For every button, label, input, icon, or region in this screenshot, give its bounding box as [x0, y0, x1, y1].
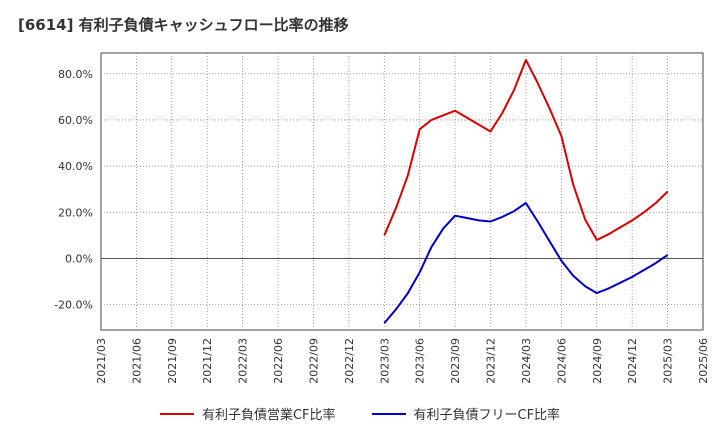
x-tick-label: 2022/06: [272, 338, 285, 384]
series-line-operating-cf: [383, 58, 669, 241]
y-tick-label: 40.0%: [58, 160, 93, 173]
x-tick-label: 2021/12: [201, 338, 214, 384]
x-tick-label: 2025/06: [697, 338, 710, 384]
legend: 有利子負債営業CF比率 有利子負債フリーCF比率: [0, 404, 720, 423]
x-tick-label: 2023/12: [485, 338, 498, 384]
x-tick-label: 2024/03: [520, 338, 533, 384]
x-tick-label: 2023/06: [414, 338, 427, 384]
series-line-free-cf: [383, 202, 669, 324]
x-tick-label: 2021/06: [130, 338, 143, 384]
y-tick-label: -20.0%: [54, 299, 93, 312]
x-tick-label: 2021/09: [166, 338, 179, 384]
x-tick-label: 2022/09: [307, 338, 320, 384]
y-tick-label: 80.0%: [58, 68, 93, 81]
legend-item-free-cf: 有利子負債フリーCF比率: [371, 404, 561, 423]
y-tick-label: 0.0%: [65, 252, 93, 265]
y-tick-label: 60.0%: [58, 114, 93, 127]
x-tick-label: 2025/03: [662, 338, 675, 384]
x-tick-label: 2023/09: [449, 338, 462, 384]
x-tick-label: 2022/03: [237, 338, 250, 384]
x-tick-label: 2024/12: [626, 338, 639, 384]
chart-title: [6614] 有利子負債キャッシュフロー比率の推移: [18, 16, 349, 34]
y-tick-label: 20.0%: [58, 206, 93, 219]
x-tick-label: 2021/03: [95, 338, 108, 384]
x-tick-label: 2024/09: [591, 338, 604, 384]
x-tick-label: 2024/06: [555, 338, 568, 384]
legend-item-operating-cf: 有利子負債営業CF比率: [159, 404, 336, 423]
legend-swatch-free-cf: [371, 412, 406, 415]
legend-swatch-operating-cf: [159, 412, 194, 415]
x-tick-label: 2022/12: [343, 338, 356, 384]
legend-label-operating-cf: 有利子負債営業CF比率: [201, 408, 336, 423]
legend-label-free-cf: 有利子負債フリーCF比率: [413, 408, 561, 423]
x-tick-label: 2023/03: [378, 338, 391, 384]
